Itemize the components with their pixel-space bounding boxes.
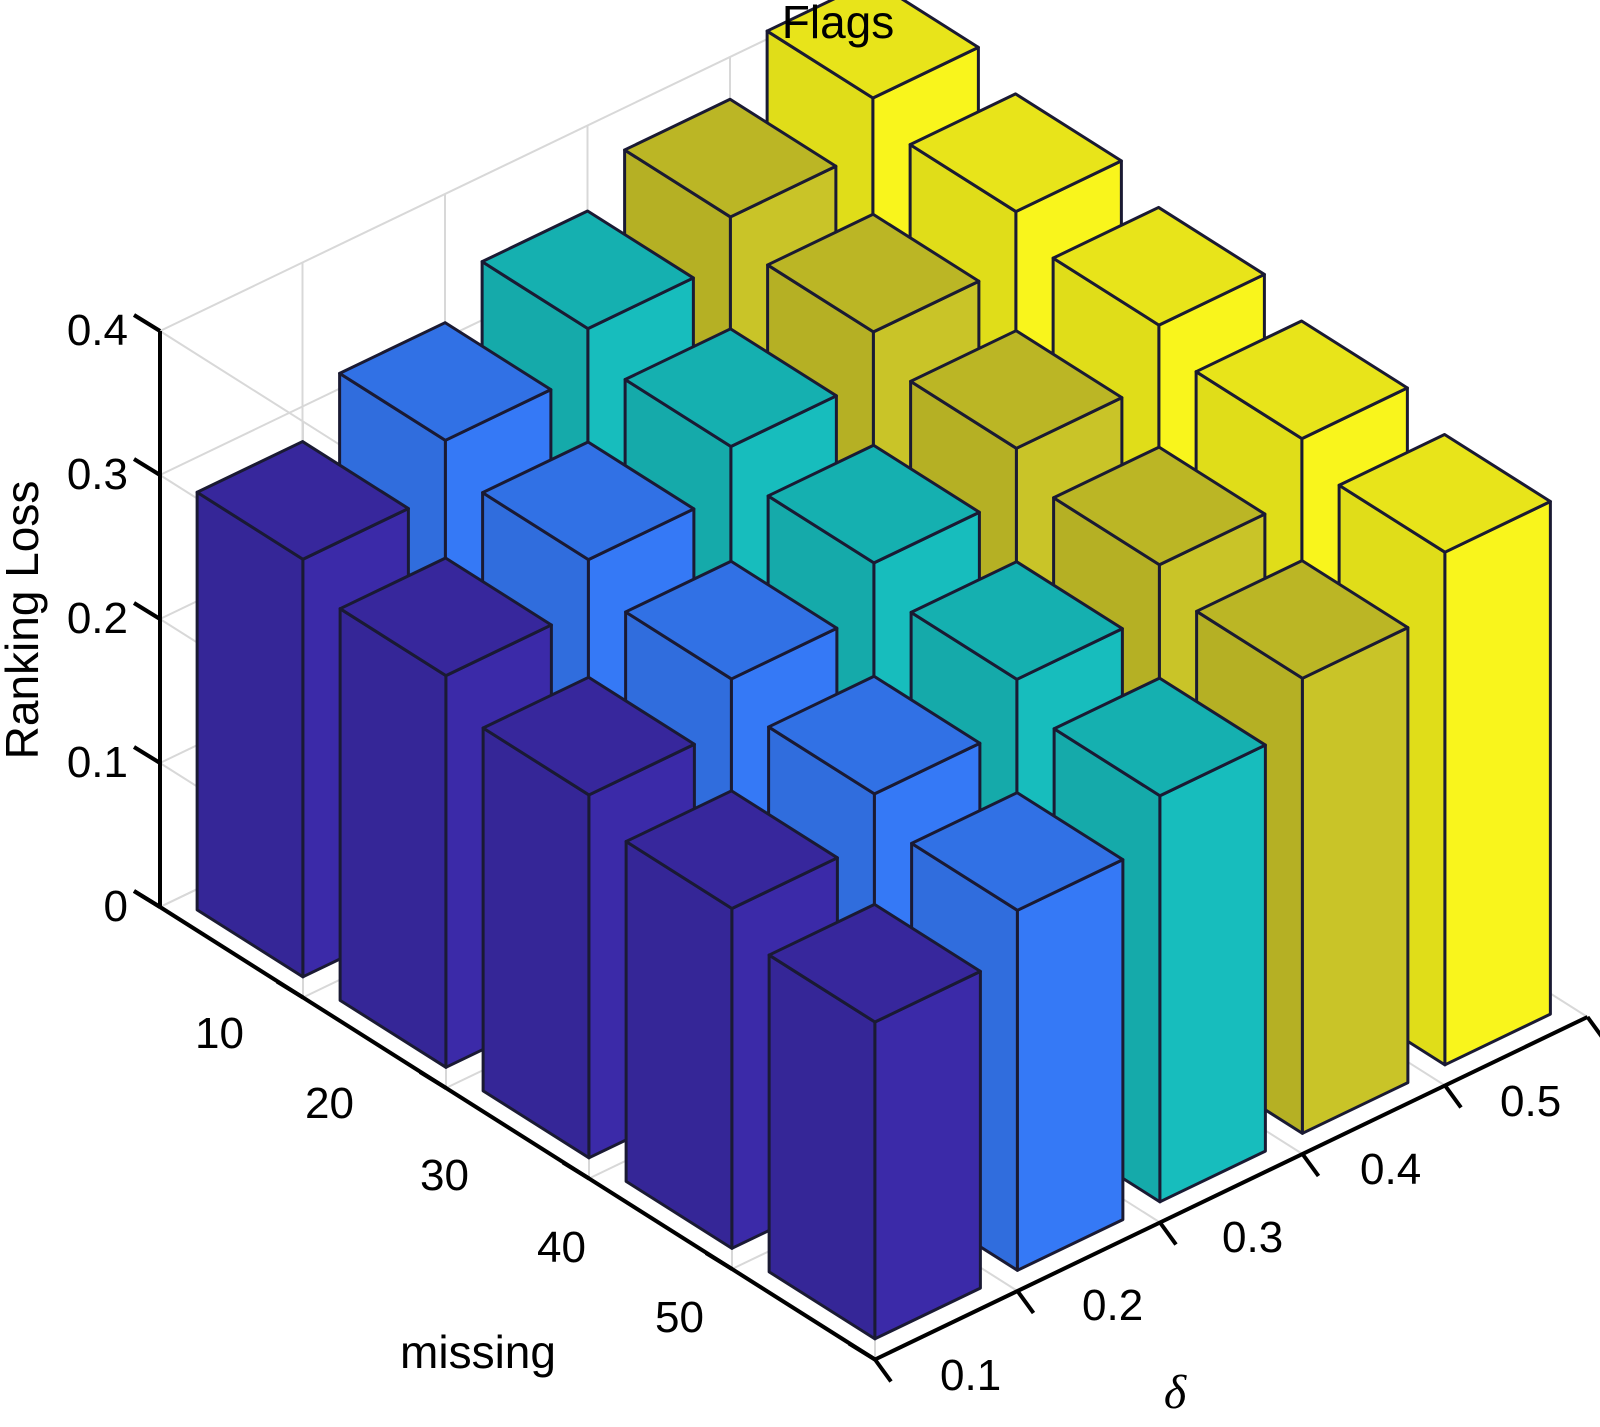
y-tick-label-01: 0.1	[67, 738, 128, 787]
x-tick-label-50: 50	[655, 1293, 704, 1342]
bar-3d	[767, 902, 982, 1341]
z-axis-label: δ	[1164, 1366, 1187, 1419]
y-tick-label-00: 0	[104, 882, 128, 931]
z-tick-label-01: 0.1	[940, 1351, 1001, 1400]
x-axis-label: missing	[400, 1326, 556, 1378]
x-tick-label-20: 20	[305, 1079, 354, 1128]
y-tick-label-04: 0.4	[67, 306, 128, 355]
x-tick-label-10: 10	[195, 1009, 244, 1058]
chart-text: Flags Ranking Loss missing δ 0.4 0.3 0.2…	[0, 0, 1561, 1419]
x-tick-label-40: 40	[537, 1223, 586, 1272]
chart-title: Flags	[782, 0, 894, 48]
axis-lines	[132, 313, 1600, 1383]
y-axis-label: Ranking Loss	[0, 481, 48, 760]
bars-group	[195, 0, 1552, 1341]
x-tick-label-30: 30	[420, 1151, 469, 1200]
z-tick-label-05: 0.5	[1500, 1077, 1561, 1126]
z-tick-label-03: 0.3	[1222, 1213, 1283, 1262]
z-tick-label-02: 0.2	[1082, 1281, 1143, 1330]
y-tick-label-03: 0.3	[67, 450, 128, 499]
y-tick-label-02: 0.2	[67, 594, 128, 643]
z-tick-label-04: 0.4	[1360, 1145, 1421, 1194]
